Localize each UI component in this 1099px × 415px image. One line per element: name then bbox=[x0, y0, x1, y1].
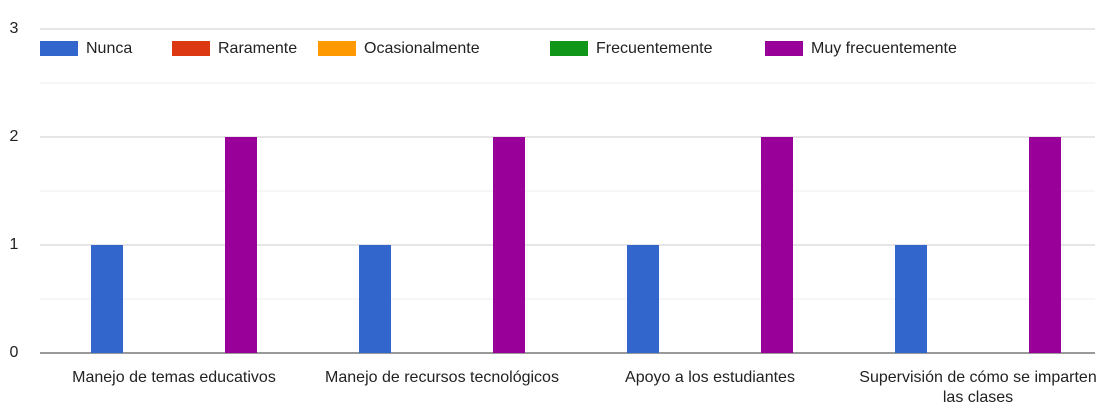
legend-swatch bbox=[765, 41, 803, 56]
legend-swatch bbox=[318, 41, 356, 56]
x-tick-label: Manejo de temas educativos bbox=[72, 369, 276, 386]
x-tick-label: Supervisión de cómo se imparten las clas… bbox=[859, 369, 1097, 406]
legend-swatch bbox=[550, 41, 588, 56]
legend-swatch bbox=[40, 41, 78, 56]
y-tick-label: 1 bbox=[10, 236, 19, 253]
bar bbox=[627, 245, 659, 353]
bar bbox=[1029, 137, 1061, 353]
bar bbox=[91, 245, 123, 353]
y-tick-label: 2 bbox=[10, 128, 19, 145]
x-tick-label: Manejo de recursos tecnológicos bbox=[325, 369, 559, 386]
bar bbox=[225, 137, 257, 353]
bar bbox=[761, 137, 793, 353]
bar bbox=[359, 245, 391, 353]
legend-label: Raramente bbox=[218, 40, 297, 57]
legend-swatch bbox=[172, 41, 210, 56]
bar bbox=[895, 245, 927, 353]
legend-label: Ocasionalmente bbox=[364, 40, 480, 57]
x-tick-label: Apoyo a los estudiantes bbox=[625, 369, 795, 386]
bar bbox=[493, 137, 525, 353]
y-tick-label: 0 bbox=[10, 344, 19, 361]
legend-label: Frecuentemente bbox=[596, 40, 713, 57]
legend-label: Muy frecuentemente bbox=[811, 40, 957, 57]
y-tick-label: 3 bbox=[10, 20, 19, 37]
legend-label: Nunca bbox=[86, 40, 132, 57]
